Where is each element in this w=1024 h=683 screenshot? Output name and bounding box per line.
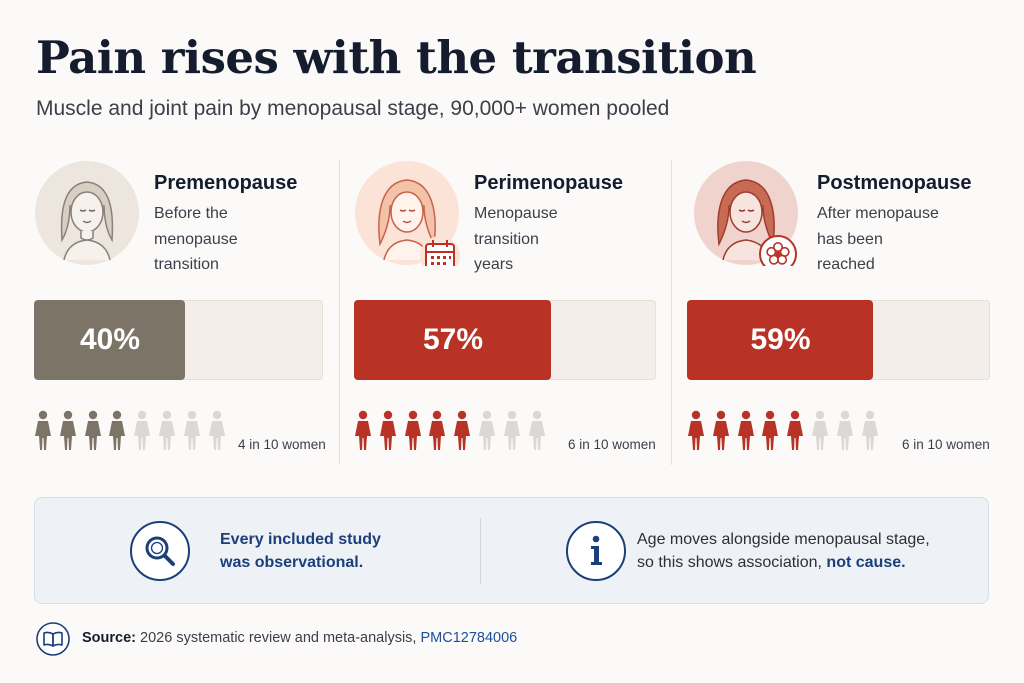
magnifier-icon <box>130 521 190 581</box>
stage-panel-postmenopause: Postmenopause After menopause has been r… <box>687 160 1007 465</box>
person-icon <box>503 410 520 450</box>
person-icon <box>183 410 200 450</box>
source-link[interactable]: PMC12784006 <box>420 630 518 646</box>
person-icon <box>379 410 396 450</box>
person-icon <box>836 410 853 450</box>
person-icon <box>109 410 126 450</box>
association-note-line: so this shows association, not cause. <box>637 551 930 574</box>
person-icon <box>712 410 729 450</box>
stage-description-line: has been <box>817 230 883 248</box>
flower-icon <box>759 235 797 266</box>
source-citation: Source: 2026 systematic review and meta-… <box>82 630 517 646</box>
person-icon <box>134 410 151 450</box>
association-note-text: so this shows association, <box>637 554 827 571</box>
stage-description-line: years <box>474 256 514 273</box>
stage-description-line: menopause <box>154 230 238 248</box>
page-subtitle: Muscle and joint pain by menopausal stag… <box>36 97 670 120</box>
association-note-line: Age moves alongside menopausal stage, <box>637 531 930 548</box>
stage-name: Perimenopause <box>474 172 623 194</box>
association-note: Age moves alongside menopausal stage, so… <box>637 528 930 574</box>
not-cause-emphasis: not cause. <box>826 554 906 571</box>
person-icon <box>528 410 545 450</box>
info-divider <box>480 518 481 584</box>
bar-track: 57% <box>354 300 656 380</box>
book-icon <box>36 622 70 656</box>
stage-panel-premenopause: Premenopause Before the menopause transi… <box>34 160 354 465</box>
stage-description-line: Before the <box>154 205 228 222</box>
person-icon <box>812 410 828 450</box>
person-icon <box>479 410 495 450</box>
people-count-label: 6 in 10 women <box>568 437 656 452</box>
bar-value-label: 40% <box>79 323 141 356</box>
people-count-label: 6 in 10 women <box>902 437 990 452</box>
panel-divider <box>339 160 340 465</box>
woman-portrait-icon <box>35 161 139 265</box>
stage-description-line: transition <box>474 230 539 248</box>
bar-postmenopause <box>687 300 873 380</box>
source-label: Source: <box>82 630 136 646</box>
caveat-box: Every included study was observational. … <box>34 497 989 604</box>
calendar-icon <box>420 236 460 266</box>
person-icon <box>404 410 421 450</box>
stage-description: After menopause has been reached <box>817 201 957 278</box>
info-icon <box>566 521 626 581</box>
source-description: 2026 systematic review and meta-analysis… <box>136 630 421 646</box>
person-icon <box>355 410 371 450</box>
bar-perimenopause <box>354 300 551 380</box>
person-icon <box>208 410 225 450</box>
stage-description: Menopause transition years <box>474 201 614 278</box>
bar-track: 40% <box>34 300 323 380</box>
panel-divider <box>671 160 672 465</box>
person-icon <box>35 410 51 450</box>
person-icon <box>688 410 704 450</box>
observational-note: Every included study was observational. <box>220 528 381 574</box>
person-icon <box>159 410 175 450</box>
people-count-label: 4 in 10 women <box>238 437 326 452</box>
person-icon <box>84 410 101 450</box>
stage-description-line: After menopause <box>817 205 939 222</box>
bar-value-label: 59% <box>750 323 811 356</box>
person-icon <box>454 410 471 450</box>
person-icon <box>787 410 804 450</box>
bar-premenopause <box>34 300 185 380</box>
page-title: Pain rises with the transition <box>36 31 757 84</box>
stage-description-line: transition <box>154 256 219 273</box>
person-icon <box>429 410 446 450</box>
stage-panel-perimenopause: Perimenopause Menopause transition years… <box>354 160 674 465</box>
person-icon <box>737 410 754 450</box>
bar-track: 59% <box>687 300 990 380</box>
stage-description-line: reached <box>817 256 875 273</box>
person-icon <box>762 410 779 450</box>
observational-note-line: Every included study <box>220 531 381 548</box>
bar-value-label: 57% <box>422 323 484 356</box>
observational-note-line: was observational. <box>220 554 364 571</box>
stage-name: Postmenopause <box>817 172 972 194</box>
stage-name: Premenopause <box>154 172 298 194</box>
person-icon <box>861 410 878 450</box>
person-icon <box>59 410 76 450</box>
stage-description: Before the menopause transition <box>154 201 294 278</box>
woman-portrait-icon <box>355 161 460 266</box>
stage-description-line: Menopause <box>474 205 558 222</box>
woman-portrait-icon <box>694 161 798 266</box>
